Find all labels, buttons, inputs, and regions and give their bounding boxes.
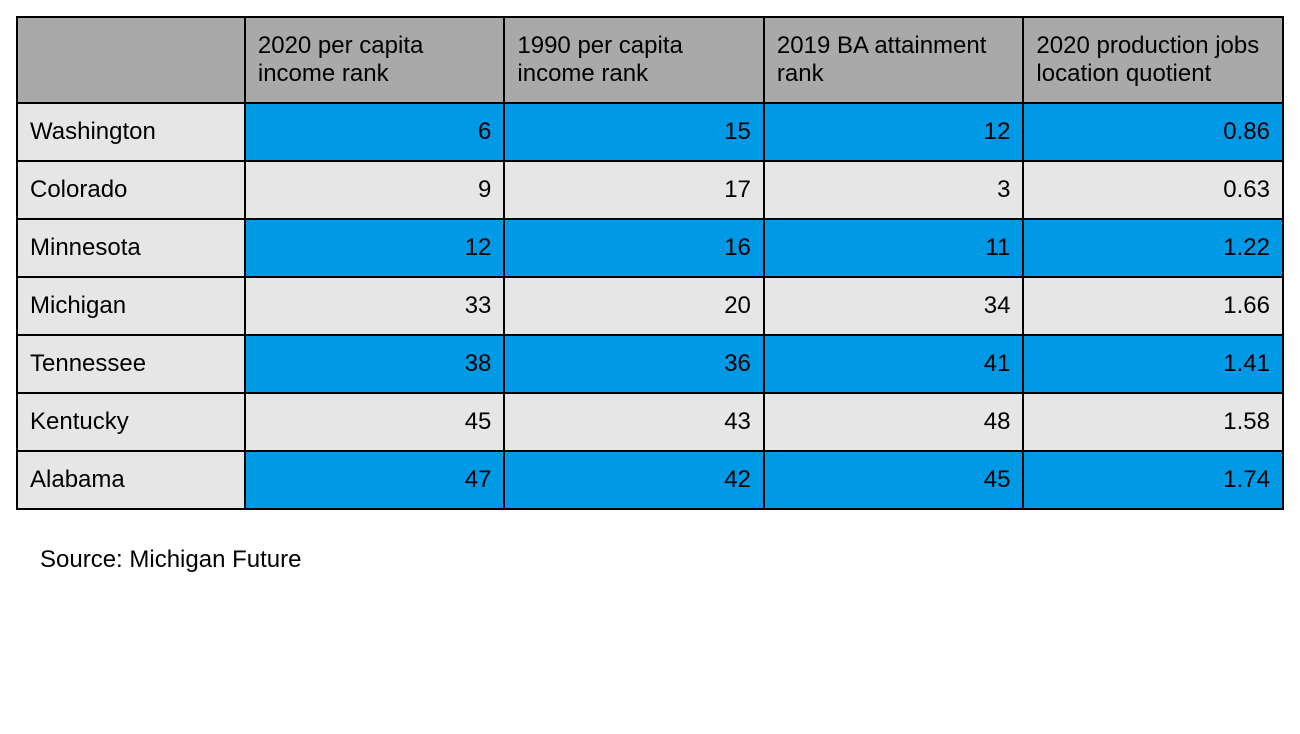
row-label: Washington bbox=[17, 103, 245, 161]
cell: 1.22 bbox=[1023, 219, 1283, 277]
cell: 12 bbox=[764, 103, 1024, 161]
cell: 9 bbox=[245, 161, 505, 219]
data-table: 2020 per capita income rank 1990 per cap… bbox=[16, 16, 1284, 510]
cell: 45 bbox=[764, 451, 1024, 509]
row-label: Michigan bbox=[17, 277, 245, 335]
cell: 41 bbox=[764, 335, 1024, 393]
cell: 0.63 bbox=[1023, 161, 1283, 219]
cell: 36 bbox=[504, 335, 764, 393]
cell: 42 bbox=[504, 451, 764, 509]
row-label: Colorado bbox=[17, 161, 245, 219]
cell: 15 bbox=[504, 103, 764, 161]
table-row: Michigan 33 20 34 1.66 bbox=[17, 277, 1283, 335]
cell: 38 bbox=[245, 335, 505, 393]
cell: 16 bbox=[504, 219, 764, 277]
cell: 48 bbox=[764, 393, 1024, 451]
cell: 1.41 bbox=[1023, 335, 1283, 393]
header-col-2: 1990 per capita income rank bbox=[504, 17, 764, 103]
table-row: Washington 6 15 12 0.86 bbox=[17, 103, 1283, 161]
cell: 20 bbox=[504, 277, 764, 335]
header-col-1: 2020 per capita income rank bbox=[245, 17, 505, 103]
cell: 1.66 bbox=[1023, 277, 1283, 335]
cell: 11 bbox=[764, 219, 1024, 277]
cell: 33 bbox=[245, 277, 505, 335]
table-row: Colorado 9 17 3 0.63 bbox=[17, 161, 1283, 219]
table-row: Kentucky 45 43 48 1.58 bbox=[17, 393, 1283, 451]
header-col-3: 2019 BA attainment rank bbox=[764, 17, 1024, 103]
row-label: Alabama bbox=[17, 451, 245, 509]
cell: 43 bbox=[504, 393, 764, 451]
cell: 34 bbox=[764, 277, 1024, 335]
cell: 17 bbox=[504, 161, 764, 219]
cell: 1.74 bbox=[1023, 451, 1283, 509]
cell: 6 bbox=[245, 103, 505, 161]
header-row: 2020 per capita income rank 1990 per cap… bbox=[17, 17, 1283, 103]
cell: 3 bbox=[764, 161, 1024, 219]
row-label: Tennessee bbox=[17, 335, 245, 393]
table-row: Tennessee 38 36 41 1.41 bbox=[17, 335, 1283, 393]
cell: 1.58 bbox=[1023, 393, 1283, 451]
cell: 47 bbox=[245, 451, 505, 509]
source-label: Source: Michigan Future bbox=[40, 546, 1284, 574]
table-row: Minnesota 12 16 11 1.22 bbox=[17, 219, 1283, 277]
row-label: Minnesota bbox=[17, 219, 245, 277]
cell: 0.86 bbox=[1023, 103, 1283, 161]
row-label: Kentucky bbox=[17, 393, 245, 451]
cell: 45 bbox=[245, 393, 505, 451]
header-blank bbox=[17, 17, 245, 103]
table-row: Alabama 47 42 45 1.74 bbox=[17, 451, 1283, 509]
header-col-4: 2020 production jobs location quotient bbox=[1023, 17, 1283, 103]
cell: 12 bbox=[245, 219, 505, 277]
